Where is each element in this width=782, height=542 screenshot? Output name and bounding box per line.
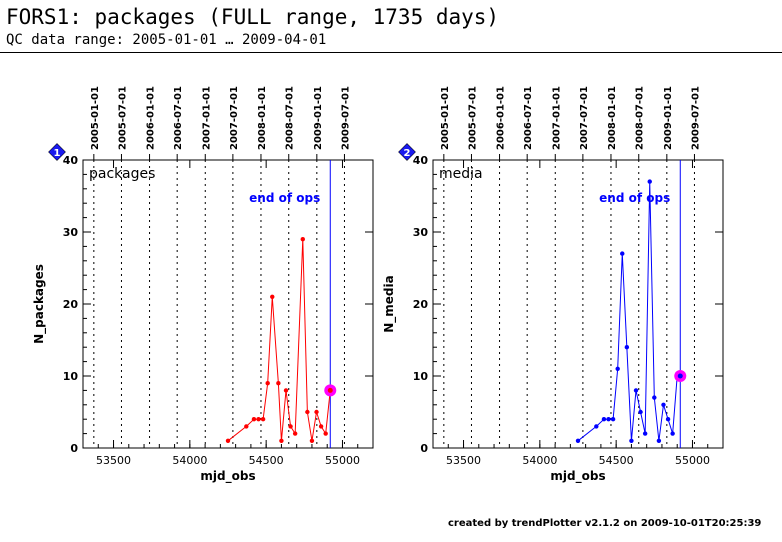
data-point xyxy=(251,417,257,422)
data-point xyxy=(256,417,261,422)
y-tick-label: 0 xyxy=(420,442,428,455)
top-date-label: 2009-01-01 xyxy=(663,86,674,150)
data-point xyxy=(276,381,281,386)
y-tick-label: 30 xyxy=(63,226,79,239)
data-point xyxy=(279,438,284,443)
data-point xyxy=(244,424,249,429)
data-point xyxy=(610,417,616,422)
data-point xyxy=(601,417,607,422)
data-point xyxy=(661,402,666,407)
chart-panel-2: 2005-01-01 2005-07-01 2006-01-01 2006-07-01… xyxy=(382,86,724,484)
data-point xyxy=(300,237,305,242)
data-point xyxy=(292,431,298,436)
y-tick-label: 0 xyxy=(70,442,78,455)
data-point xyxy=(633,388,639,393)
x-axis-label: mjd_obs xyxy=(200,469,255,484)
data-point xyxy=(615,366,620,371)
data-point xyxy=(225,438,231,443)
plot-frame xyxy=(432,159,724,449)
top-date-label: 2005-01-01 xyxy=(440,86,451,150)
x-tick-label: 54000 xyxy=(522,454,557,467)
data-point xyxy=(642,431,648,436)
data-point xyxy=(265,381,270,386)
data-point xyxy=(670,431,675,436)
top-date-label: 2008-01-01 xyxy=(257,86,268,150)
y-tick-label: 10 xyxy=(413,370,429,383)
panel-badge-number: 2 xyxy=(404,148,411,159)
top-date-label: 2007-01-01 xyxy=(551,86,562,150)
panel-badge xyxy=(398,143,416,161)
data-point xyxy=(624,345,630,350)
footer-credit: created by trendPlotter v2.1.2 on 2009-1… xyxy=(448,518,762,529)
data-point xyxy=(606,417,611,422)
data-point xyxy=(314,409,319,415)
chart-panel-1: 2005-01-01 2005-07-01 2006-01-01 2006-07-01… xyxy=(32,86,374,484)
top-date-label: 2006-07-01 xyxy=(523,86,534,150)
y-tick-label: 40 xyxy=(413,154,429,167)
top-date-label: 2005-07-01 xyxy=(117,86,128,150)
data-point xyxy=(665,417,671,422)
top-date-label: 2006-07-01 xyxy=(173,86,184,150)
y-axis-label: N_packages xyxy=(32,264,47,344)
data-point xyxy=(594,424,599,429)
data-point xyxy=(652,395,657,400)
data-point xyxy=(270,294,275,299)
data-point xyxy=(260,417,266,422)
y-tick-label: 40 xyxy=(63,154,79,167)
series-line xyxy=(577,181,681,442)
end-of-ops-label: end of ops xyxy=(249,191,320,205)
plot-frame xyxy=(82,159,374,449)
top-date-label: 2009-07-01 xyxy=(690,86,701,150)
data-point xyxy=(305,409,310,415)
x-tick-label: 55000 xyxy=(325,454,360,467)
top-date-label: 2009-01-01 xyxy=(313,86,324,150)
data-point xyxy=(309,438,315,443)
page-subtitle: QC data range: 2005-01-01 … 2009-04-01 xyxy=(6,32,327,48)
panel-title: packages xyxy=(89,166,155,182)
x-tick-label: 53500 xyxy=(96,454,131,467)
y-tick-label: 30 xyxy=(413,226,429,239)
panel-badge xyxy=(48,143,66,161)
data-point xyxy=(283,388,289,393)
top-date-label: 2005-07-01 xyxy=(467,86,478,150)
y-tick-label: 10 xyxy=(63,370,79,383)
top-date-label: 2008-07-01 xyxy=(635,86,646,150)
data-point xyxy=(288,424,293,429)
top-date-label: 2006-01-01 xyxy=(496,86,507,150)
x-axis-label: mjd_obs xyxy=(550,469,605,484)
x-tick-label: 55000 xyxy=(675,454,710,467)
data-point xyxy=(647,179,652,184)
top-date-label: 2008-01-01 xyxy=(607,86,618,150)
y-tick-label: 20 xyxy=(413,298,429,311)
data-point xyxy=(323,431,328,436)
top-date-label: 2007-07-01 xyxy=(579,86,590,150)
page-title: FORS1: packages (FULL range, 1735 days) xyxy=(6,5,500,29)
data-point xyxy=(638,409,643,415)
panel-title: media xyxy=(439,166,483,182)
x-tick-label: 53500 xyxy=(446,454,481,467)
data-point xyxy=(620,251,625,256)
highlight-point-core xyxy=(677,373,683,379)
panel-badge-number: 1 xyxy=(54,148,61,159)
highlight-point-core xyxy=(327,387,333,393)
header-divider xyxy=(0,52,782,53)
y-axis-label: N_media xyxy=(382,275,397,333)
top-date-label: 2008-07-01 xyxy=(285,86,296,150)
top-date-label: 2009-07-01 xyxy=(340,86,351,150)
data-point xyxy=(629,438,634,443)
end-of-ops-label: end of ops xyxy=(599,191,670,205)
x-tick-label: 54000 xyxy=(172,454,207,467)
x-tick-label: 54500 xyxy=(249,454,284,467)
data-point xyxy=(318,424,324,429)
top-date-label: 2007-01-01 xyxy=(201,86,212,150)
data-point xyxy=(575,438,581,443)
data-point xyxy=(656,438,662,443)
top-date-label: 2007-07-01 xyxy=(229,86,240,150)
x-tick-label: 54500 xyxy=(599,454,634,467)
y-tick-label: 20 xyxy=(63,298,79,311)
top-date-label: 2005-01-01 xyxy=(90,86,101,150)
top-date-label: 2006-01-01 xyxy=(146,86,157,150)
